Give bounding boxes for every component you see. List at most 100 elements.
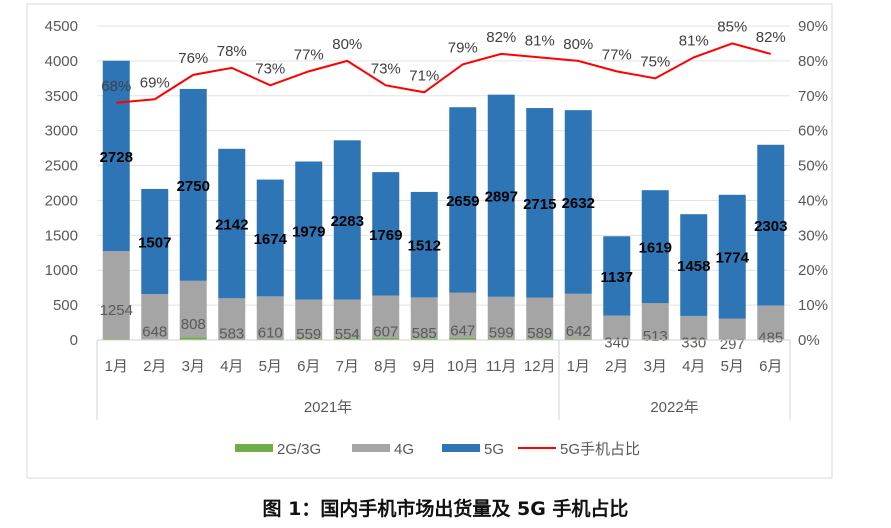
data-label-5g: 2659 (446, 193, 479, 210)
data-label-share: 80% (563, 36, 593, 53)
x-tick-label: 5月 (259, 358, 282, 375)
y2-tick-label: 90% (798, 18, 828, 35)
bar-4g (372, 295, 400, 338)
chart-title: 图 1：国内手机市场出货量及 5G 手机占比 (262, 498, 629, 520)
legend-swatch (352, 444, 390, 452)
x-tick-label: 3月 (644, 358, 667, 375)
bar-4g (333, 299, 361, 339)
data-label-share: 78% (217, 43, 247, 60)
bar-5g (256, 179, 284, 297)
bar-2g-3g (102, 338, 130, 340)
data-label-4g: 1254 (100, 302, 133, 319)
chart-frame (26, 3, 833, 479)
data-label-5g: 2715 (523, 196, 556, 213)
y2-tick-label: 30% (798, 227, 828, 244)
bar-5g (218, 148, 246, 299)
data-label-5g: 2283 (331, 213, 364, 230)
legend-label: 4G (394, 441, 414, 458)
bar-2g-3g (256, 338, 284, 340)
y-tick-label: 1500 (45, 227, 78, 244)
x-tick-label: 4月 (682, 358, 705, 375)
bar-2g-3g (218, 338, 246, 340)
data-label-4g: 330 (681, 334, 706, 351)
x-tick-label: 11月 (486, 358, 517, 375)
bar-5g (487, 94, 515, 297)
data-label-share: 73% (371, 60, 401, 77)
group-label: 2021年 (304, 399, 352, 416)
x-tick-label: 2月 (605, 358, 628, 375)
bar-4g (218, 298, 246, 339)
bar-4g (718, 318, 746, 340)
bar-2g-3g (641, 338, 669, 340)
bar-2g-3g (333, 338, 361, 340)
bar-4g (680, 315, 708, 339)
bar-5g (410, 191, 438, 298)
bar-5g (141, 188, 169, 295)
data-label-4g: 599 (489, 325, 514, 342)
x-tick-label: 2月 (143, 358, 166, 375)
y2-tick-label: 10% (798, 297, 828, 314)
data-label-4g: 647 (450, 322, 475, 339)
y2-tick-label: 40% (798, 192, 828, 209)
bar-4g (564, 293, 592, 339)
data-label-5g: 1774 (716, 250, 750, 267)
bar-4g (141, 294, 169, 340)
bar-2g-3g (179, 337, 207, 340)
data-label-4g: 583 (219, 326, 244, 343)
data-label-4g: 648 (142, 324, 167, 341)
x-tick-label: 1月 (567, 358, 590, 375)
bar-2g-3g (295, 338, 323, 340)
x-tick-label: 3月 (182, 358, 205, 375)
legend-swatch (235, 444, 273, 452)
y2-tick-label: 20% (798, 262, 828, 279)
data-label-share: 85% (717, 18, 747, 35)
bar-5g (295, 161, 323, 300)
legend-label: 5G (484, 441, 504, 458)
data-label-5g: 1979 (292, 224, 325, 241)
bar-2g-3g (564, 338, 592, 340)
bar-5g (641, 190, 669, 304)
data-label-share: 75% (640, 53, 670, 70)
data-label-share: 68% (101, 78, 131, 95)
data-label-5g: 2897 (485, 189, 518, 206)
data-label-share: 82% (486, 29, 516, 46)
data-label-4g: 589 (527, 325, 552, 342)
bar-5g (718, 194, 746, 319)
bar-4g (179, 280, 207, 338)
data-label-share: 73% (255, 60, 285, 77)
y2-tick-label: 0% (798, 332, 820, 349)
x-tick-label: 10月 (447, 358, 479, 375)
x-tick-label: 12月 (524, 358, 556, 375)
data-label-5g: 1674 (254, 231, 288, 248)
x-tick-label: 8月 (374, 358, 397, 375)
data-label-share: 69% (140, 74, 170, 91)
bar-2g-3g (410, 338, 438, 340)
data-label-5g: 2303 (754, 218, 787, 235)
bar-4g (487, 296, 515, 339)
y-tick-label: 4500 (45, 18, 78, 35)
data-label-4g: 297 (720, 336, 745, 353)
y2-tick-label: 80% (798, 53, 828, 70)
line-5g-share (116, 42, 772, 104)
legend-swatch (442, 444, 480, 452)
y2-tick-label: 50% (798, 158, 828, 175)
x-tick-label: 1月 (105, 358, 128, 375)
legend-label: 5G手机占比 (560, 441, 640, 458)
data-label-4g: 642 (566, 323, 591, 340)
y-tick-label: 4000 (45, 53, 78, 70)
x-tick-label: 6月 (297, 358, 320, 375)
y2-tick-label: 60% (798, 123, 828, 140)
bar-2g-3g (372, 337, 400, 340)
bar-5g (102, 60, 130, 252)
bar-4g (526, 297, 554, 339)
bar-5g (526, 108, 554, 298)
x-tick-label: 6月 (759, 358, 782, 375)
y-tick-label: 3000 (45, 123, 78, 140)
y-tick-label: 0 (70, 332, 78, 349)
y-tick-label: 3500 (45, 88, 78, 105)
data-label-4g: 554 (335, 326, 360, 343)
bar-5g (179, 88, 207, 281)
bar-4g (641, 303, 669, 339)
y-tick-label: 2500 (45, 158, 78, 175)
data-label-share: 77% (602, 46, 632, 63)
